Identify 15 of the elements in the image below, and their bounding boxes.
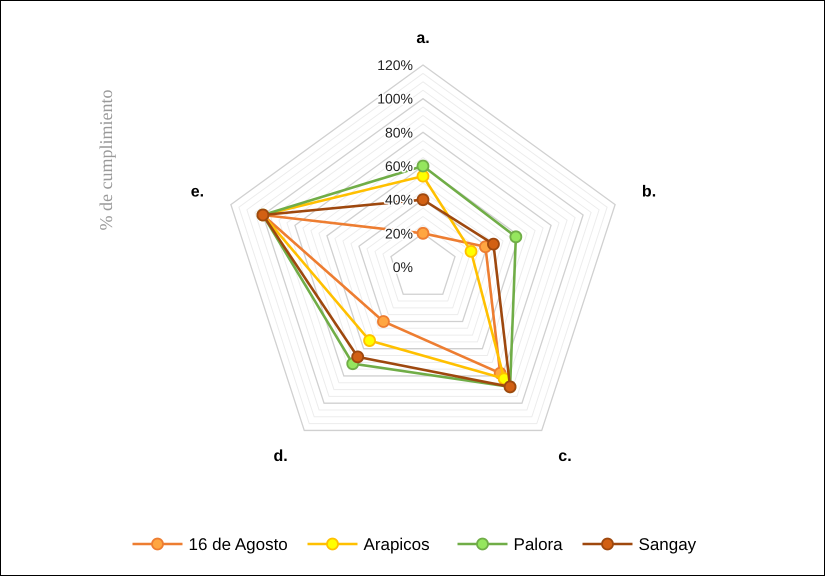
y-tick-label: 0% (392, 259, 413, 275)
y-tick-label: 60% (384, 158, 413, 174)
spoke-label: b. (642, 183, 656, 200)
legend-label: Arapicos (364, 535, 430, 554)
spoke-label: d. (273, 448, 288, 465)
y-tick-label: 80% (384, 124, 413, 140)
y-tick-label: 120% (377, 57, 413, 73)
spoke-label: a. (416, 30, 430, 47)
legend-label: Palora (514, 535, 564, 554)
spoke-label: c. (558, 448, 572, 465)
legend-label: 16 de Agosto (188, 535, 288, 554)
spoke-label: e. (190, 183, 204, 200)
legend-label: Sangay (638, 535, 697, 554)
text: % de cumplimiento (96, 90, 116, 230)
y-tick-label: 100% (377, 90, 413, 107)
